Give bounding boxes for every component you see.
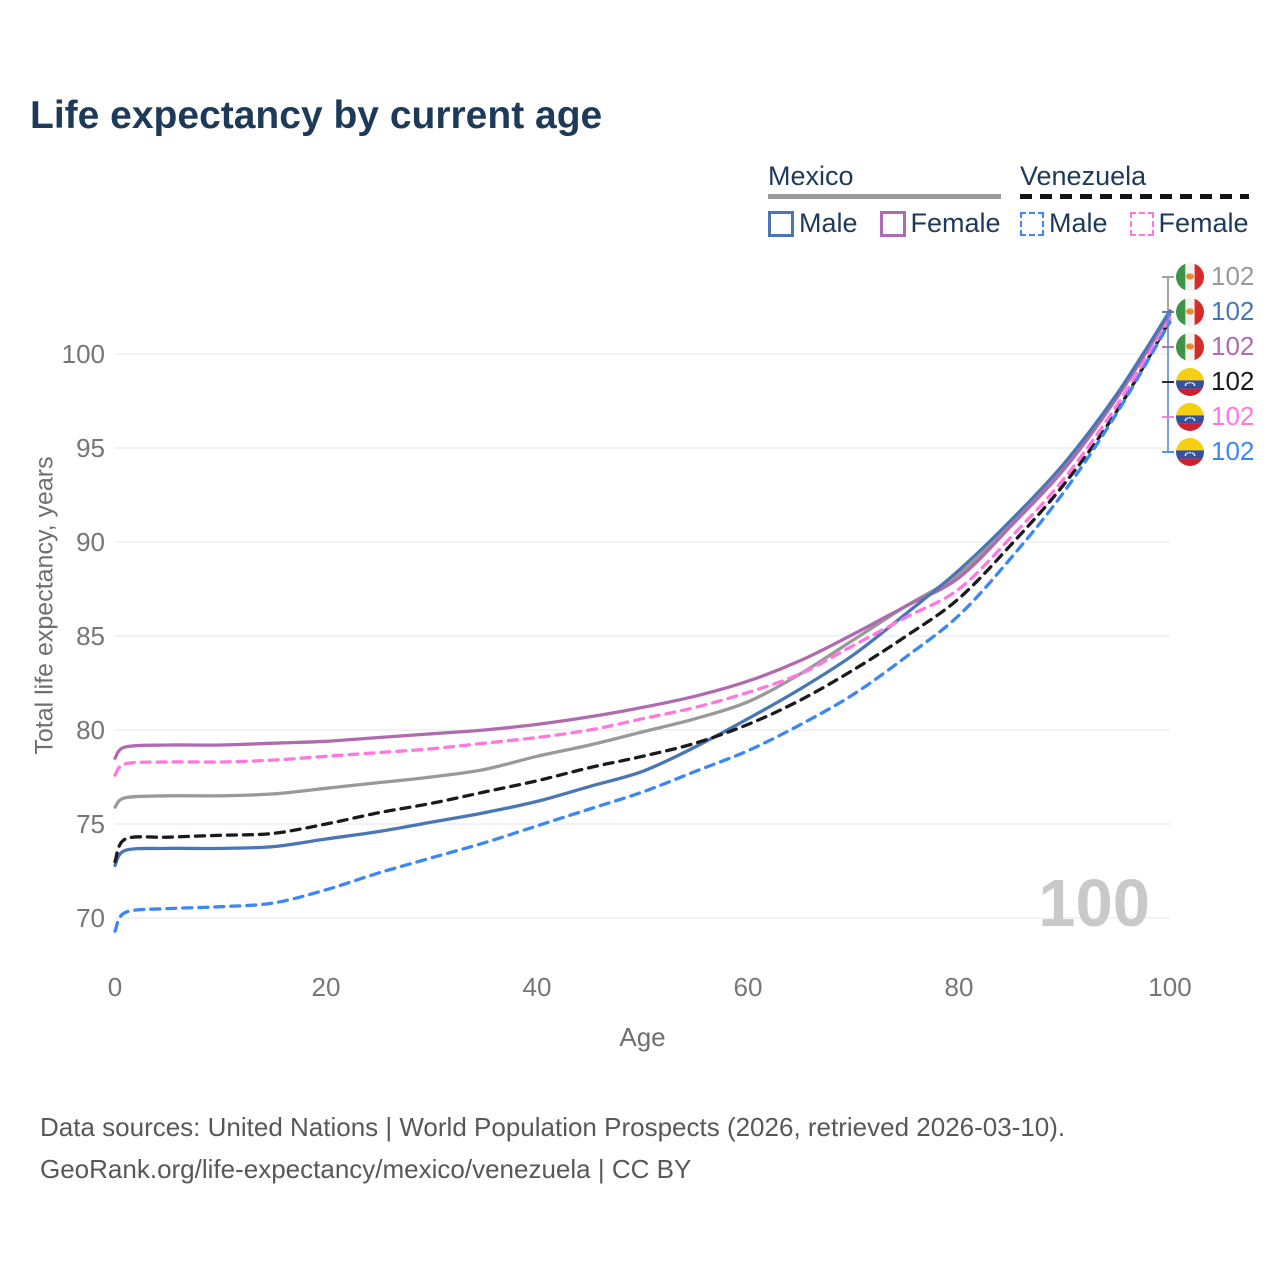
series-line-venezuela-female xyxy=(113,316,1172,777)
legend-group-mexico: Mexico Male Female xyxy=(768,161,1001,239)
x-tick-20: 20 xyxy=(312,972,341,1002)
venezuela-flag-icon xyxy=(1176,402,1204,431)
y-tick-85: 85 xyxy=(76,621,105,651)
x-tick-100: 100 xyxy=(1148,972,1191,1002)
y-tick-70: 70 xyxy=(76,903,105,933)
venezuela-female-swatch-icon xyxy=(1129,211,1154,236)
legend-label: Male xyxy=(799,208,858,238)
series-end-label-row: 102 xyxy=(1176,434,1254,469)
footer-data-sources: Data sources: United Nations | World Pop… xyxy=(40,1112,1066,1142)
series-line-mexico-male xyxy=(113,309,1172,868)
series-end-labels: 102 102 102 102 102 102 xyxy=(1176,259,1254,469)
age-watermark: 100 xyxy=(1038,866,1150,941)
mexico-flag-icon xyxy=(1176,332,1204,361)
legend-country-venezuela[interactable]: Venezuela xyxy=(1020,161,1147,191)
mexico-male-swatch-icon xyxy=(768,210,794,237)
series-end-label-row: 102 xyxy=(1176,329,1254,364)
venezuela-flag-icon xyxy=(1176,437,1204,466)
y-tick-95: 95 xyxy=(76,433,105,463)
series-end-value: 102 xyxy=(1211,261,1255,291)
legend-label: Female xyxy=(910,208,1001,238)
legend-group-venezuela: Venezuela Male Female xyxy=(1020,161,1249,239)
y-tick-90: 90 xyxy=(76,527,105,557)
venezuela-dashed-line-swatch xyxy=(1020,194,1249,199)
footer: Data sources: United Nations | World Pop… xyxy=(40,1106,1065,1190)
series-end-label-row: 102 xyxy=(1176,294,1254,329)
y-tick-80: 80 xyxy=(76,715,105,745)
series-end-value: 102 xyxy=(1211,436,1255,466)
series-end-label-row: 102 xyxy=(1176,399,1254,434)
series-line-mexico xyxy=(113,310,1172,809)
mexico-female-swatch-icon xyxy=(879,210,906,237)
x-tick-80: 80 xyxy=(945,972,974,1002)
x-tick-0: 0 xyxy=(108,972,122,1002)
series-line-mexico-female xyxy=(113,312,1172,760)
footer-attribution: GeoRank.org/life-expectancy/mexico/venez… xyxy=(40,1154,692,1184)
legend-label: Male xyxy=(1049,208,1108,238)
legend-item-mexico-male[interactable]: Male xyxy=(768,208,858,239)
series-end-label-row: 102 xyxy=(1176,364,1254,399)
series-line-venezuela xyxy=(113,318,1172,864)
x-tick-60: 60 xyxy=(734,972,763,1002)
series-end-value: 102 xyxy=(1211,296,1255,326)
x-tick-40: 40 xyxy=(523,972,552,1002)
venezuela-flag-icon xyxy=(1176,367,1204,396)
series-end-value: 102 xyxy=(1211,366,1255,396)
y-axis-title: Total life expectancy, years xyxy=(30,456,59,755)
series-end-label-row: 102 xyxy=(1176,259,1254,294)
series-end-value: 102 xyxy=(1211,401,1255,431)
x-axis-title: Age xyxy=(619,1022,666,1052)
series-line-venezuela-male xyxy=(113,320,1172,933)
y-tick-75: 75 xyxy=(76,809,105,839)
legend-item-venezuela-male[interactable]: Male xyxy=(1020,208,1108,239)
legend-country-mexico[interactable]: Mexico xyxy=(768,161,854,191)
chart-title: Life expectancy by current age xyxy=(30,94,603,137)
series-end-value: 102 xyxy=(1211,331,1255,361)
mexico-solid-line-swatch xyxy=(768,194,1001,199)
mexico-flag-icon xyxy=(1176,262,1204,291)
legend-item-venezuela-female[interactable]: Female xyxy=(1129,208,1249,239)
legend-item-mexico-female[interactable]: Female xyxy=(879,208,1001,239)
venezuela-male-swatch-icon xyxy=(1020,211,1044,236)
y-tick-100: 100 xyxy=(62,339,105,369)
legend-label: Female xyxy=(1158,208,1249,238)
mexico-flag-icon xyxy=(1176,297,1204,326)
